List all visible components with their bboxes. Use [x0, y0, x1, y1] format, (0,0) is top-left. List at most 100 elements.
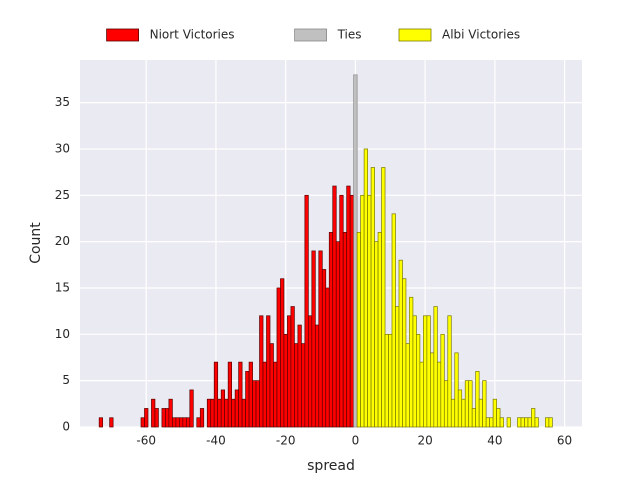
bar — [464, 380, 470, 428]
bar — [294, 343, 299, 428]
bar — [499, 417, 504, 428]
bar — [496, 408, 501, 428]
bar — [276, 287, 281, 428]
bar — [524, 417, 529, 428]
bar — [374, 241, 379, 428]
bar — [325, 287, 330, 428]
bar — [287, 315, 292, 428]
bar — [457, 389, 463, 428]
bar — [419, 361, 424, 428]
bar — [206, 398, 212, 428]
bar — [440, 333, 445, 428]
y-tick-label: 25 — [55, 188, 70, 202]
bar — [426, 315, 431, 428]
bar — [360, 194, 365, 428]
bar — [168, 398, 173, 428]
bar — [213, 361, 219, 428]
bar — [252, 380, 257, 428]
bar — [283, 333, 288, 428]
bar — [165, 408, 170, 428]
bar — [140, 417, 145, 428]
bar — [189, 389, 194, 428]
bar — [534, 417, 539, 428]
y-tick-label: 20 — [55, 234, 70, 248]
bar — [248, 361, 253, 428]
bar — [172, 417, 177, 428]
legend-swatch — [398, 28, 432, 42]
bar — [227, 361, 232, 428]
x-tick-label: 0 — [352, 434, 360, 448]
x-tick-label: 60 — [557, 434, 572, 448]
bar — [255, 380, 260, 428]
bar — [384, 333, 389, 428]
bar — [461, 398, 466, 428]
y-tick-label: 10 — [55, 327, 70, 341]
bar — [259, 315, 264, 428]
bar — [450, 398, 456, 428]
bar — [478, 398, 483, 428]
bar — [109, 417, 114, 428]
bar — [517, 417, 522, 428]
bar — [471, 408, 477, 428]
bar — [321, 269, 327, 428]
bar — [475, 371, 480, 428]
bar — [185, 417, 191, 428]
bar — [402, 278, 407, 428]
bar — [370, 167, 375, 428]
x-tick-label: 40 — [487, 434, 502, 448]
bar — [234, 389, 239, 428]
bar — [231, 398, 236, 428]
bar — [436, 361, 442, 428]
bar — [454, 352, 459, 428]
bar — [548, 417, 553, 428]
bar — [395, 306, 400, 428]
bar — [447, 315, 452, 428]
bar — [301, 343, 306, 428]
bar — [297, 324, 302, 428]
bar — [175, 417, 180, 428]
bar — [356, 232, 361, 428]
y-tick-label: 0 — [62, 420, 70, 434]
bar — [398, 259, 403, 428]
bar — [485, 417, 490, 428]
bar — [314, 324, 320, 428]
bar — [154, 408, 159, 428]
bar — [332, 185, 337, 428]
bar — [144, 408, 149, 428]
bar — [423, 315, 428, 428]
x-tick-label: -40 — [206, 434, 226, 448]
x-axis-label: spread — [307, 458, 355, 474]
bar — [388, 333, 393, 428]
y-axis-label: Count — [28, 222, 44, 264]
bar — [98, 417, 104, 428]
bar — [443, 380, 449, 428]
bar — [492, 398, 497, 428]
bar — [412, 315, 417, 428]
bar — [182, 417, 187, 428]
legend-label: Ties — [337, 28, 362, 42]
bar — [520, 417, 525, 428]
bar — [468, 380, 473, 428]
bar — [342, 232, 348, 428]
bar — [381, 167, 386, 428]
legend-label: Niort Victories — [150, 28, 235, 42]
bar — [367, 194, 372, 428]
bar — [409, 296, 414, 428]
bar — [433, 306, 438, 428]
bar — [489, 417, 494, 428]
bar — [335, 241, 341, 428]
x-tick-label: 20 — [417, 434, 432, 448]
y-tick-label: 30 — [55, 141, 70, 155]
bar — [304, 194, 309, 428]
bar — [430, 352, 435, 428]
bar — [238, 361, 243, 428]
legend-label: Albi Victories — [442, 28, 520, 42]
y-tick-label: 35 — [55, 95, 70, 109]
bar — [363, 148, 368, 428]
bar — [405, 343, 410, 428]
legend-swatch — [294, 28, 328, 42]
bar — [416, 333, 421, 428]
bar — [199, 408, 205, 428]
bar — [217, 398, 222, 428]
bar — [318, 250, 323, 428]
